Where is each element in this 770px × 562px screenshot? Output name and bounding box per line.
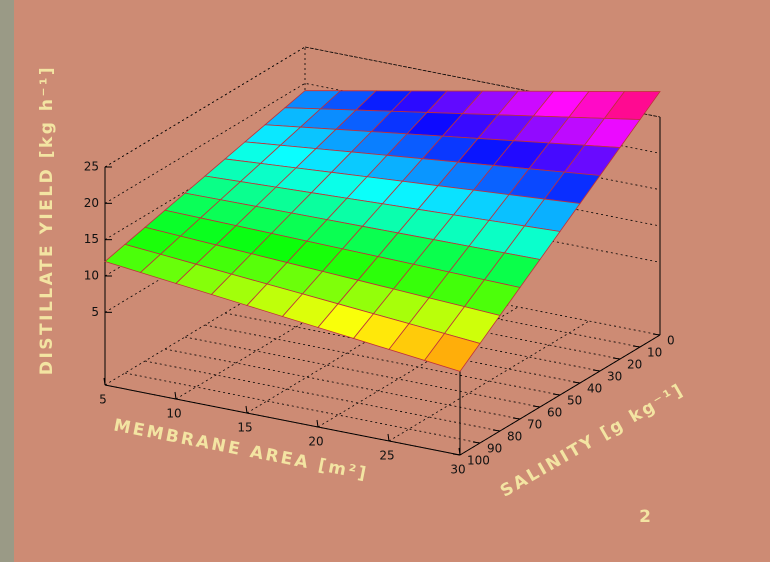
grid-line: [388, 320, 590, 442]
x-tick-label: 15: [237, 421, 252, 435]
tick-mark: [612, 357, 621, 360]
y-tick-label: 70: [527, 418, 542, 432]
page-number: 2: [639, 507, 651, 527]
tick-mark: [472, 441, 481, 444]
tick-mark: [632, 345, 641, 348]
z-tick-label: 25: [84, 160, 99, 174]
x-tick-label: 20: [308, 435, 323, 449]
y-tick-label: 60: [547, 406, 562, 420]
y-tick-label: 0: [667, 334, 675, 348]
photo-strip: [0, 0, 14, 562]
tick-mark: [552, 393, 561, 396]
surface-cell: [423, 333, 481, 372]
z-tick-label: 15: [84, 232, 99, 246]
z-axis-label: DISTILLATE YIELD [kg h⁻¹]: [37, 65, 57, 375]
tick-mark: [245, 405, 248, 414]
y-tick-label: 80: [507, 430, 522, 444]
y-tick-label: 100: [467, 454, 490, 468]
y-tick-label: 30: [607, 370, 622, 384]
y-tick-label: 20: [627, 358, 642, 372]
tick-mark: [592, 369, 601, 372]
z-tick-label: 5: [91, 305, 99, 319]
axis-line: [104, 46, 306, 168]
tick-mark: [512, 417, 521, 420]
y-tick-label: 50: [567, 394, 582, 408]
y-tick-label: 40: [587, 382, 602, 396]
axis-line: [104, 384, 461, 456]
tick-mark: [103, 377, 106, 386]
x-tick-label: 10: [166, 407, 181, 421]
grid-line: [124, 372, 481, 444]
grid-line: [184, 336, 541, 408]
y-tick-label: 10: [647, 346, 662, 360]
grid-line: [317, 306, 519, 428]
x-tick-label: 30: [450, 463, 465, 477]
z-tick-label: 10: [84, 269, 99, 283]
tick-mark: [532, 405, 541, 408]
grid-line: [246, 292, 448, 414]
tick-mark: [316, 419, 319, 428]
z-tick-label: 20: [84, 196, 99, 210]
tick-mark: [492, 429, 501, 432]
tick-mark: [452, 453, 461, 456]
y-tick-label: 90: [487, 442, 502, 456]
x-tick-label: 5: [99, 393, 107, 407]
grid-line: [144, 360, 501, 432]
tick-mark: [458, 447, 461, 456]
grid-line: [204, 324, 561, 396]
grid-line: [164, 348, 521, 420]
x-tick-label: 25: [379, 449, 394, 463]
tick-mark: [652, 333, 661, 336]
tick-mark: [387, 433, 390, 442]
tick-mark: [572, 381, 581, 384]
grid-line: [175, 278, 377, 400]
tick-mark: [174, 391, 177, 400]
